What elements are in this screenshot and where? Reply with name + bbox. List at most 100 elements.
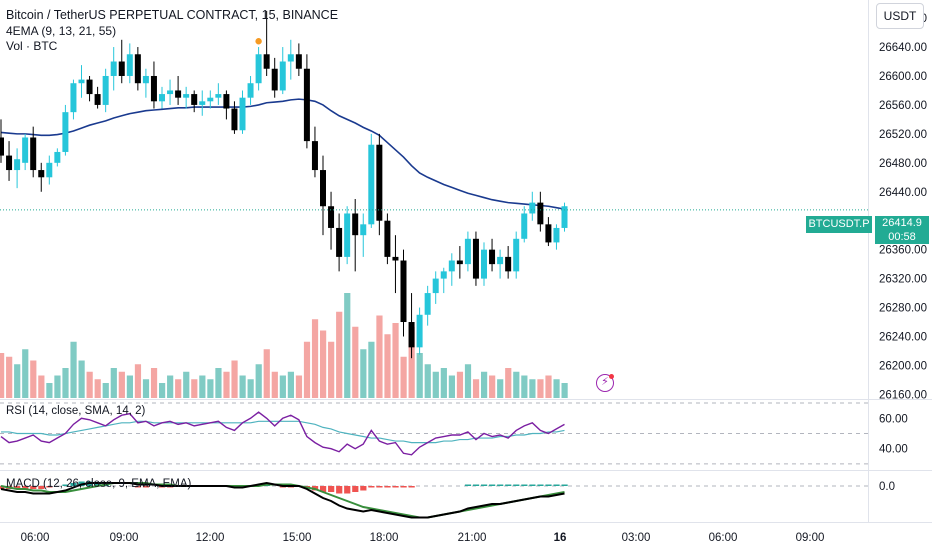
volume-bar [86, 371, 93, 398]
candle-body [287, 54, 294, 62]
price-tick-label: 26360.00 [879, 245, 927, 257]
macd-histogram-bar [553, 484, 560, 486]
volume-bar [521, 375, 528, 398]
rsi-legend[interactable]: RSI (14, close, SMA, 14, 2) [6, 405, 146, 417]
chart-title: Bitcoin / TetherUS PERPETUAL CONTRACT, 1… [6, 8, 339, 22]
macd-histogram-bar [352, 486, 359, 492]
volume-bar [159, 383, 166, 398]
volume-bar [497, 379, 504, 398]
macd-histogram-bar [505, 484, 512, 486]
candle-body [368, 144, 375, 225]
candle-body [537, 202, 544, 225]
volume-bar [134, 364, 142, 398]
candle-body [400, 260, 407, 323]
candle-body [481, 249, 487, 279]
volume-bar [287, 371, 294, 398]
candle-body [142, 75, 149, 84]
price-tick-label: 26520.00 [879, 129, 927, 141]
volume-bar [311, 319, 319, 398]
ema-55-line [0, 98, 565, 210]
volume-bar [239, 375, 246, 398]
volume-bar [352, 326, 359, 398]
macd-histogram-bar [22, 486, 29, 489]
volume-bar [263, 349, 270, 398]
volume-bar [320, 330, 327, 398]
volume-bar [537, 379, 544, 398]
price-tick-label: 26480.00 [879, 158, 927, 170]
candle-body [263, 54, 270, 69]
candle-body [489, 249, 496, 265]
macd-pane [0, 481, 868, 519]
macd-histogram-bar [368, 486, 375, 488]
volume-bar [368, 341, 375, 398]
time-tick-label: 06:00 [709, 532, 738, 544]
volume-bar [295, 375, 303, 398]
volume-bar [54, 375, 61, 398]
volume-bar [22, 349, 29, 398]
volume-bar [70, 341, 77, 398]
volume-bar [408, 326, 415, 398]
candle-body [521, 213, 528, 239]
time-axis[interactable]: 06:00 09:00 12:00 15:00 18:00 21:00 16 03:00 06:… [21, 532, 825, 544]
candle-body [561, 206, 568, 228]
candle-body [255, 54, 262, 84]
volume-bar [400, 356, 407, 398]
macd-histogram-bar [328, 486, 335, 492]
price-tick-label: 26560.00 [879, 100, 927, 112]
candle-body [376, 144, 383, 221]
volume-bar [456, 371, 464, 398]
volume-legend[interactable]: Vol · BTC [6, 39, 58, 53]
candle-body [14, 159, 21, 171]
time-tick-label: 09:00 [110, 532, 139, 544]
currency-button[interactable]: USDT [876, 3, 924, 29]
macd-histogram-bar [62, 484, 69, 486]
macd-line [0, 481, 565, 519]
macd-histogram-bar [472, 484, 480, 486]
macd-histogram-bar [0, 486, 5, 489]
volume-bar [448, 375, 455, 398]
price-axis[interactable]: 26160.00 26200.00 26240.00 26280.00 26320.00… [879, 13, 927, 493]
price-tag: 26414.9 00:58 [875, 216, 929, 244]
macd-legend[interactable]: MACD (12, 26, close, 9, EMA, EMA) [6, 478, 192, 490]
candle-body [311, 141, 318, 171]
volume-bar [440, 368, 447, 398]
candle-body [247, 83, 254, 98]
volume-bar [110, 368, 117, 398]
macd-histogram-bar [400, 486, 407, 488]
volume-bar [142, 379, 150, 398]
candle-body [239, 97, 246, 131]
volume-bar [6, 356, 13, 398]
volume-bar [175, 379, 182, 398]
time-tick-label: 18:00 [370, 532, 399, 544]
candle-body [529, 202, 536, 214]
macd-histogram-bar [30, 486, 37, 489]
volume-bar [38, 375, 45, 398]
volume-bar [223, 371, 230, 398]
macd-histogram-bar [464, 484, 472, 486]
candle-body [472, 238, 479, 279]
time-tick-label: 12:00 [196, 532, 225, 544]
volume-bar [183, 371, 190, 398]
volume-bar [118, 371, 125, 398]
candle-body [22, 137, 29, 163]
volume-bar [46, 383, 53, 398]
notification-dot [609, 374, 614, 379]
volume-bar [553, 379, 560, 398]
macd-histogram-bar [360, 486, 367, 491]
candle-body [497, 256, 504, 265]
rsi-pane [0, 402, 868, 465]
macd-histogram-bar [134, 486, 142, 488]
bar-countdown: 00:58 [888, 231, 916, 243]
volume-bar [191, 379, 198, 398]
candle-body [86, 79, 93, 95]
time-tick-label: 09:00 [796, 532, 825, 544]
candle-body [553, 227, 560, 243]
candle-body [199, 101, 206, 105]
volume-bar [489, 375, 496, 398]
ema-legend[interactable]: 4EMA (9, 13, 21, 55) [6, 24, 117, 38]
macd-tick-label: 0.0 [879, 481, 895, 493]
macd-histogram-bar [521, 484, 528, 486]
candle-body [150, 75, 157, 102]
candle-body [30, 137, 37, 171]
